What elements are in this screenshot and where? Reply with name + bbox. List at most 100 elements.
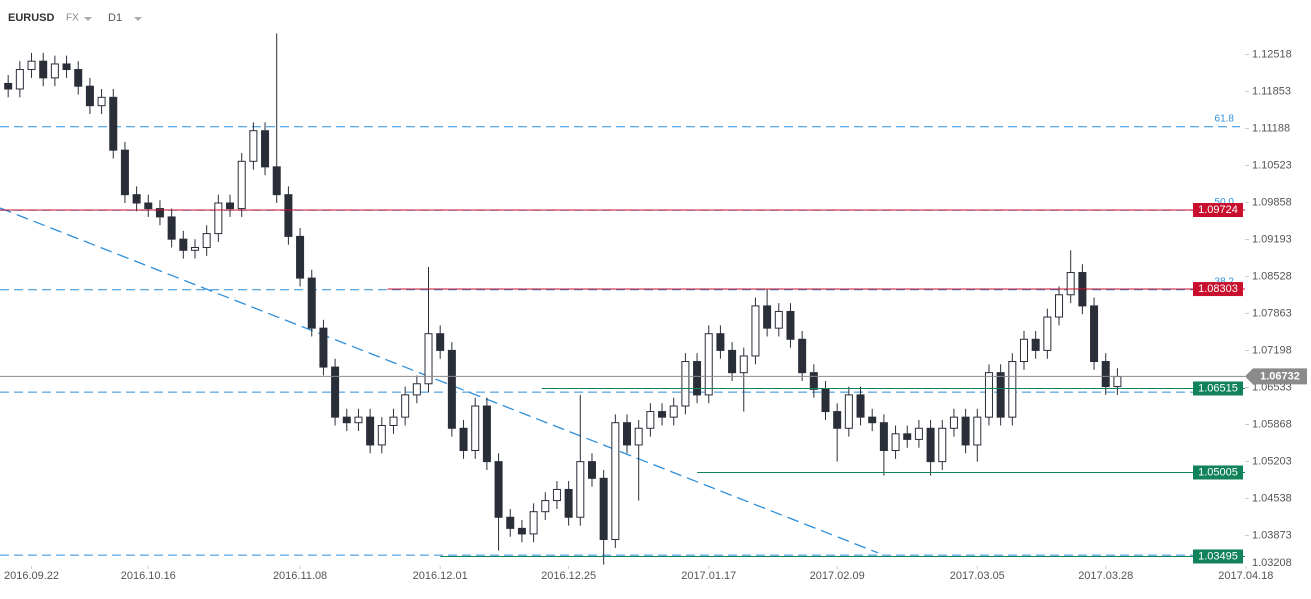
- candle-body: [144, 202, 153, 210]
- x-tick-label: 2016.12.25: [541, 570, 596, 582]
- y-tick-label: 1.11188: [1252, 122, 1290, 134]
- candle-body: [541, 500, 550, 513]
- candle-body: [704, 333, 713, 396]
- fib-label: 61.8: [1215, 113, 1235, 124]
- candle-body: [658, 411, 667, 418]
- price-label-box: [1193, 465, 1243, 480]
- candle-body: [377, 424, 386, 446]
- y-tick-label: 1.09193: [1252, 233, 1292, 245]
- symbol[interactable]: EURUSD: [8, 12, 55, 24]
- candle-body: [15, 69, 24, 90]
- y-tick-label: 1.11853: [1252, 86, 1291, 98]
- y-tick-label: 1.04538: [1252, 492, 1292, 504]
- candle-body: [471, 405, 480, 452]
- candle-body: [833, 411, 842, 429]
- y-tick-label: 1.08528: [1252, 270, 1292, 282]
- candle-body: [599, 477, 608, 541]
- candle-body: [844, 394, 853, 429]
- candle-body: [109, 96, 118, 151]
- candle-body: [342, 416, 351, 424]
- candle-body: [587, 461, 596, 479]
- candle-body: [132, 194, 141, 204]
- candle-body: [868, 416, 877, 424]
- candle-body: [27, 60, 36, 71]
- x-tick-label: 2017.02.09: [810, 570, 865, 582]
- candle-body: [85, 85, 94, 107]
- candle-body: [961, 416, 970, 446]
- candle-body: [984, 372, 993, 418]
- candle-body: [634, 427, 643, 446]
- candle-body: [552, 488, 561, 502]
- candle-body: [856, 394, 865, 418]
- y-tick-label: 1.07863: [1252, 307, 1292, 319]
- candle-body: [821, 388, 830, 413]
- candle-body: [319, 327, 328, 368]
- candle-body: [482, 405, 491, 463]
- candle-body: [1113, 376, 1122, 388]
- candle-body: [389, 416, 398, 426]
- candle-body: [517, 527, 526, 535]
- candle-body: [74, 69, 83, 87]
- price-label: 1.05005: [1198, 466, 1238, 478]
- price-label: 1.08303: [1198, 283, 1238, 295]
- candle-body: [214, 202, 223, 235]
- candle-body: [529, 511, 538, 535]
- candle-body: [155, 208, 164, 218]
- candle-body: [424, 333, 433, 385]
- y-tick-label: 1.03208: [1252, 557, 1292, 569]
- candle-body: [412, 383, 421, 396]
- candle-body: [728, 349, 737, 374]
- candle-body: [914, 427, 923, 440]
- candle-body: [447, 349, 456, 429]
- x-tick-label: 2016.10.16: [121, 570, 176, 582]
- candle-body: [366, 416, 375, 446]
- candle-body: [296, 235, 305, 279]
- candle-body: [623, 422, 632, 446]
- candle-body: [576, 461, 585, 518]
- candle-body: [284, 194, 293, 237]
- candle-body: [681, 361, 690, 407]
- candle-body: [1031, 338, 1040, 351]
- candle-body: [401, 394, 410, 418]
- candle-body: [459, 427, 468, 452]
- y-tick-label: 1.05868: [1252, 418, 1292, 430]
- candle-body: [354, 416, 363, 424]
- candle-body: [1019, 338, 1028, 363]
- candle-body: [494, 461, 503, 518]
- candle-body: [167, 216, 176, 240]
- last-price-tag: [1245, 368, 1307, 385]
- candle-body: [226, 202, 235, 210]
- trendline: [0, 207, 879, 554]
- candle-body: [716, 333, 725, 351]
- fib-label: 38.2: [1215, 276, 1235, 287]
- candle-body: [763, 305, 772, 329]
- x-tick-label: 2017.01.17: [681, 570, 736, 582]
- candle-body: [938, 427, 947, 463]
- candle-body: [272, 166, 281, 196]
- price-label: 1.06515: [1198, 382, 1238, 394]
- candle-body: [120, 149, 129, 196]
- candle-body: [202, 233, 211, 249]
- candle-body: [506, 516, 515, 529]
- dropdown-caret[interactable]: [134, 17, 142, 21]
- x-tick-label: 2017.04.18: [1218, 570, 1273, 582]
- candle-body: [4, 82, 13, 90]
- candle-body: [50, 63, 59, 79]
- candle-body: [809, 372, 818, 390]
- x-tick-label: 2016.12.01: [413, 570, 468, 582]
- candle-body: [1066, 272, 1075, 296]
- candle-body: [1008, 361, 1017, 418]
- candle-body: [786, 310, 795, 340]
- dropdown-caret[interactable]: [84, 17, 92, 21]
- candle-body: [798, 338, 807, 374]
- price-label: 1.09724: [1198, 204, 1238, 216]
- market[interactable]: FX: [66, 13, 79, 24]
- y-tick-label: 1.05203: [1252, 455, 1292, 467]
- candle-body: [669, 405, 678, 418]
- candle-body: [903, 433, 912, 440]
- candle-body: [237, 160, 246, 210]
- candle-body: [331, 366, 340, 418]
- interval[interactable]: D1: [108, 12, 122, 24]
